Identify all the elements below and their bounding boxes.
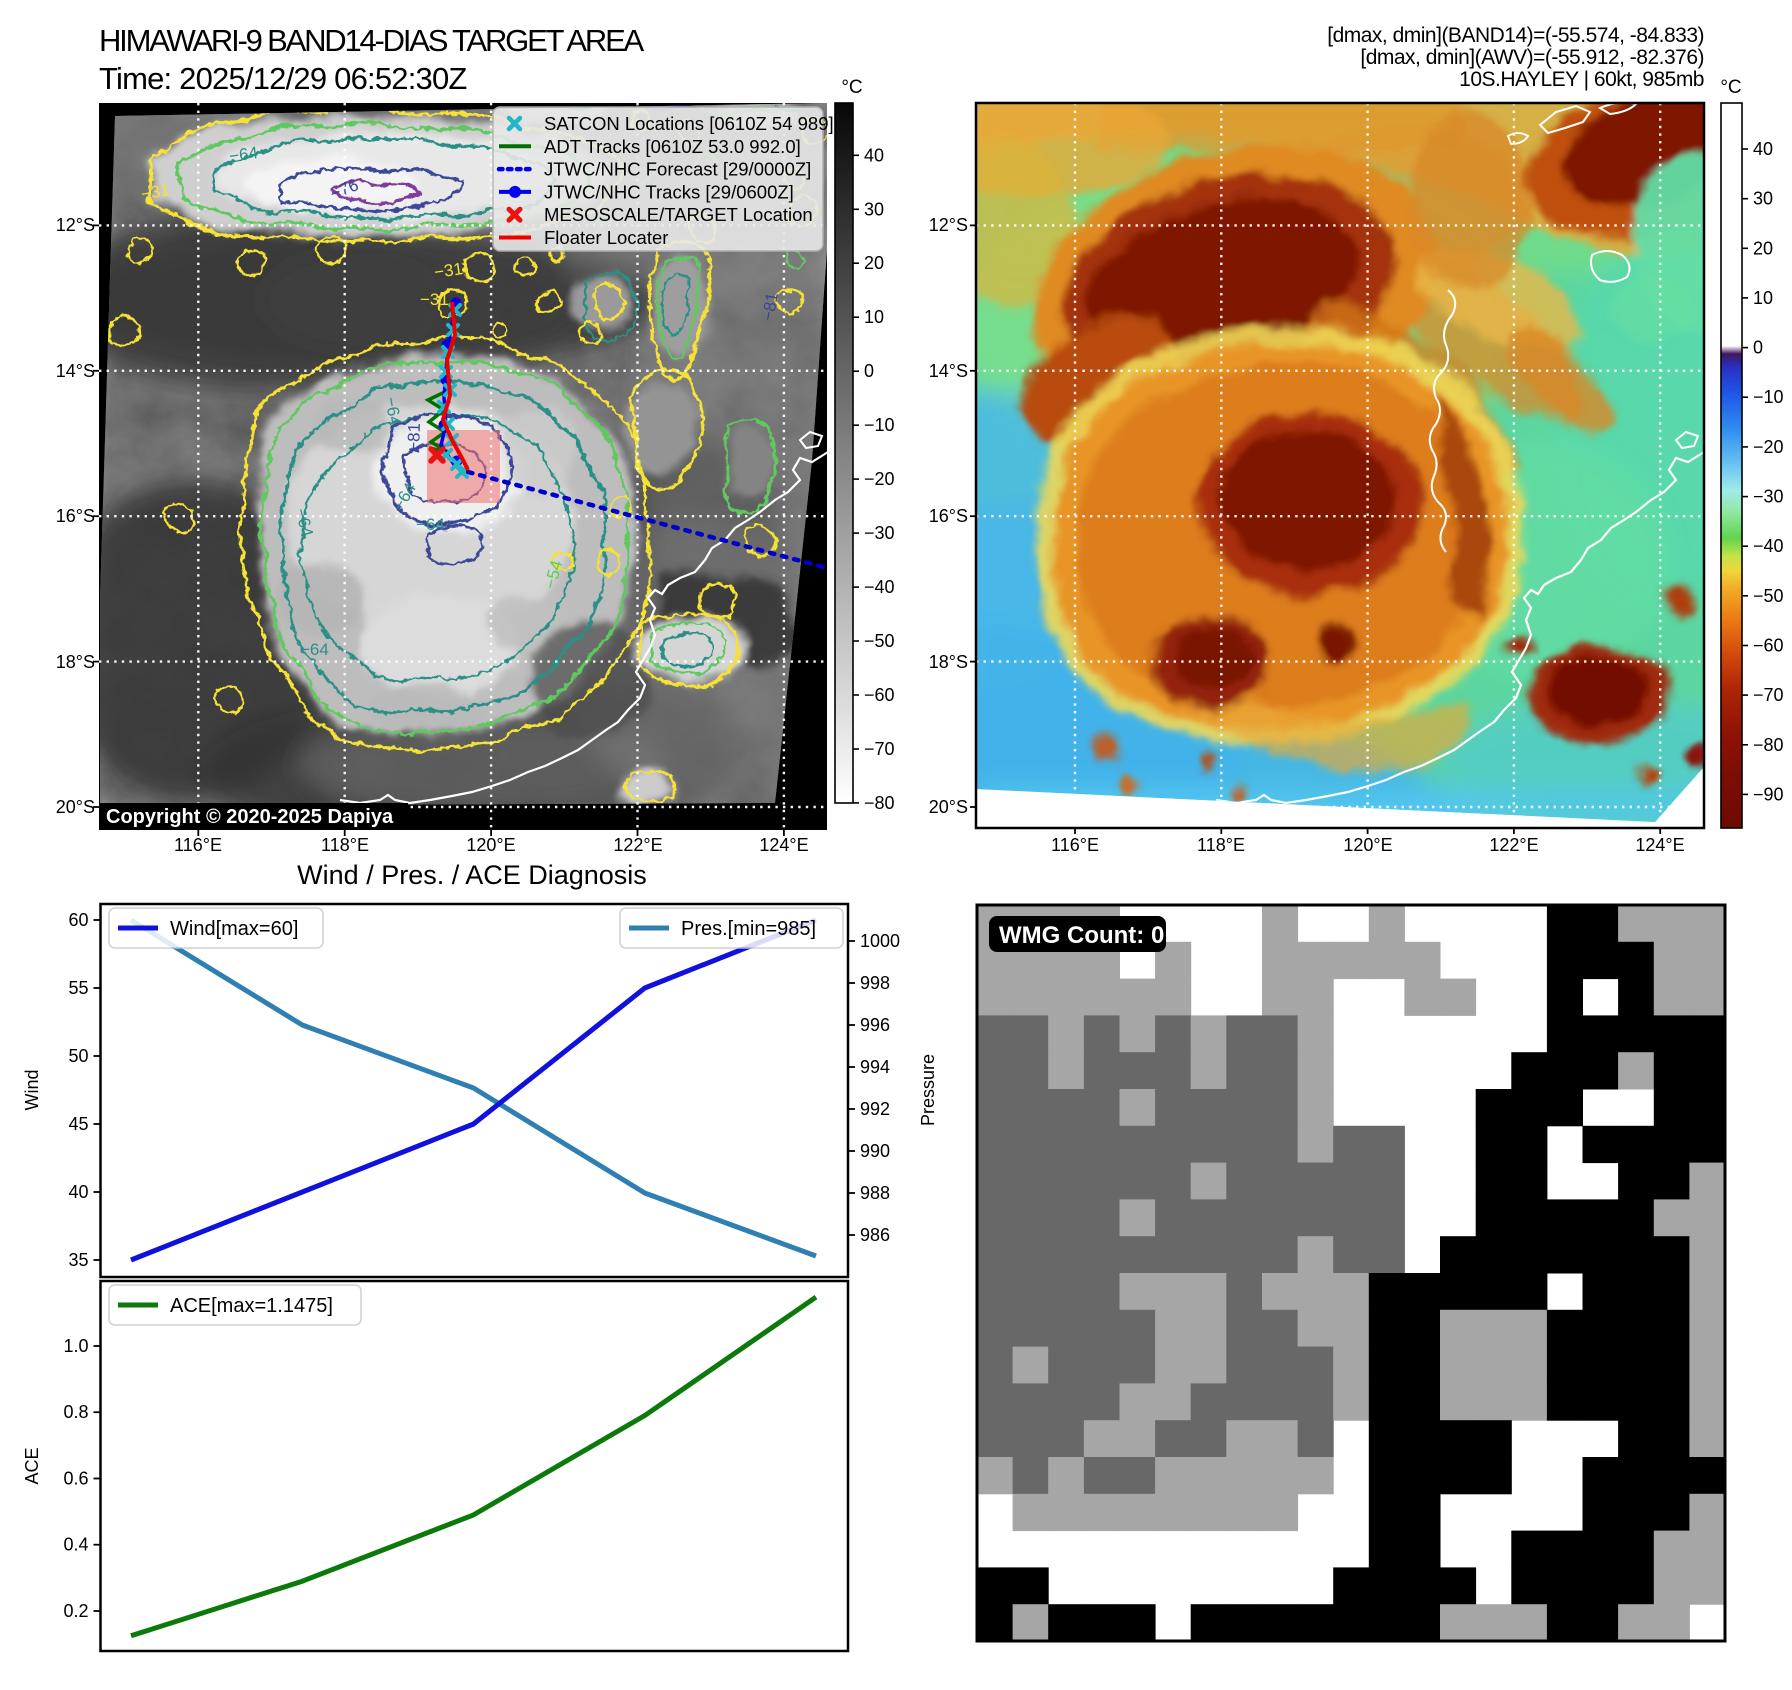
svg-text:12°S: 12°S	[929, 215, 968, 235]
svg-text:−40: −40	[864, 577, 895, 597]
svg-text:−50: −50	[864, 631, 895, 651]
svg-text:118°E: 118°E	[1197, 835, 1245, 855]
svg-text:30: 30	[1753, 189, 1773, 209]
svg-text:20: 20	[1753, 238, 1773, 258]
svg-text:Time: 2025/12/29 06:52:30Z: Time: 2025/12/29 06:52:30Z	[99, 61, 467, 96]
svg-text:HIMAWARI-9 BAND14-DIAS TARGET: HIMAWARI-9 BAND14-DIAS TARGET AREA	[99, 23, 645, 58]
svg-text:122°E: 122°E	[1489, 835, 1538, 855]
svg-text:−31: −31	[420, 290, 449, 309]
svg-text:−64: −64	[228, 143, 259, 166]
svg-text:ACE: ACE	[22, 1447, 42, 1484]
svg-text:−64: −64	[416, 515, 445, 534]
svg-text:−60: −60	[1753, 636, 1784, 656]
svg-text:ACE[max=1.1475]: ACE[max=1.1475]	[170, 1295, 333, 1317]
svg-text:°C: °C	[841, 77, 862, 98]
svg-text:40: 40	[864, 145, 884, 165]
svg-text:35: 35	[68, 1250, 88, 1270]
svg-text:WMG Count: 0: WMG Count: 0	[999, 922, 1164, 949]
svg-text:Copyright © 2020-2025 Dapiya: Copyright © 2020-2025 Dapiya	[106, 806, 394, 828]
svg-text:116°E: 116°E	[174, 835, 222, 855]
svg-text:ADT Tracks [0610Z 53.0 992.0]: ADT Tracks [0610Z 53.0 992.0]	[544, 136, 801, 157]
svg-text:124°E: 124°E	[1635, 835, 1684, 855]
svg-text:−60: −60	[864, 685, 895, 705]
svg-text:18°S: 18°S	[56, 652, 95, 672]
svg-text:−81: −81	[758, 291, 782, 323]
svg-text:−10: −10	[864, 415, 895, 435]
svg-text:JTWC/NHC Tracks [29/0600Z]: JTWC/NHC Tracks [29/0600Z]	[544, 181, 794, 202]
svg-text:−80: −80	[1753, 735, 1784, 755]
svg-text:−10: −10	[1753, 387, 1784, 407]
svg-text:14°S: 14°S	[929, 361, 968, 381]
svg-text:Floater Locater: Floater Locater	[544, 227, 668, 248]
svg-text:30: 30	[864, 199, 884, 219]
svg-text:20°S: 20°S	[929, 797, 968, 817]
svg-text:−30: −30	[864, 523, 895, 543]
svg-text:988: 988	[860, 1183, 890, 1203]
svg-text:12°S: 12°S	[56, 215, 95, 235]
svg-text:16°S: 16°S	[56, 506, 95, 526]
svg-text:−20: −20	[1753, 437, 1784, 457]
svg-text:0.6: 0.6	[63, 1469, 88, 1489]
svg-text:120°E: 120°E	[1343, 835, 1392, 855]
svg-text:0.8: 0.8	[63, 1402, 88, 1422]
svg-text:0.4: 0.4	[63, 1535, 88, 1555]
svg-text:1000: 1000	[860, 931, 900, 951]
svg-text:10: 10	[1753, 288, 1773, 308]
svg-text:50: 50	[68, 1046, 88, 1066]
svg-text:MESOSCALE/TARGET Location: MESOSCALE/TARGET Location	[544, 204, 813, 225]
svg-text:986: 986	[860, 1225, 890, 1245]
svg-text:40: 40	[68, 1182, 88, 1202]
svg-text:−81: −81	[404, 423, 424, 452]
svg-text:998: 998	[860, 973, 890, 993]
svg-text:45: 45	[68, 1114, 88, 1134]
svg-text:14°S: 14°S	[56, 361, 95, 381]
svg-text:0: 0	[1753, 338, 1763, 358]
svg-text:−64: −64	[381, 395, 405, 427]
svg-text:16°S: 16°S	[929, 506, 968, 526]
svg-text:992: 992	[860, 1099, 890, 1119]
svg-text:−70: −70	[1753, 685, 1784, 705]
svg-text:20°S: 20°S	[56, 797, 95, 817]
svg-text:−20: −20	[864, 469, 895, 489]
svg-text:1.0: 1.0	[63, 1336, 88, 1356]
svg-text:−50: −50	[1753, 586, 1784, 606]
svg-text:990: 990	[860, 1141, 890, 1161]
svg-text:JTWC/NHC Forecast [29/0000Z]: JTWC/NHC Forecast [29/0000Z]	[544, 159, 811, 180]
svg-text:0.2: 0.2	[63, 1601, 88, 1621]
svg-text:996: 996	[860, 1015, 890, 1035]
svg-text:122°E: 122°E	[613, 835, 662, 855]
svg-text:994: 994	[860, 1057, 890, 1077]
svg-text:SATCON Locations [0610Z 54 989: SATCON Locations [0610Z 54 989]	[544, 113, 834, 134]
svg-text:124°E: 124°E	[759, 835, 808, 855]
svg-text:−70: −70	[864, 739, 895, 759]
svg-text:20: 20	[864, 253, 884, 273]
svg-text:−30: −30	[1753, 487, 1784, 507]
svg-text:[dmax, dmin](BAND14)=(-55.574,: [dmax, dmin](BAND14)=(-55.574, -84.833)	[1327, 24, 1704, 47]
svg-text:18°S: 18°S	[929, 652, 968, 672]
svg-text:Wind[max=60]: Wind[max=60]	[170, 918, 298, 940]
svg-text:Wind: Wind	[22, 1069, 42, 1110]
svg-text:118°E: 118°E	[321, 835, 369, 855]
svg-text:−64: −64	[300, 640, 329, 659]
svg-text:120°E: 120°E	[466, 835, 515, 855]
svg-text:Wind / Pres. / ACE Diagnosis: Wind / Pres. / ACE Diagnosis	[297, 860, 647, 890]
svg-text:−40: −40	[1753, 536, 1784, 556]
svg-text:−31: −31	[433, 259, 464, 282]
svg-text:[dmax, dmin](AWV)=(-55.912, -8: [dmax, dmin](AWV)=(-55.912, -82.376)	[1360, 46, 1704, 69]
svg-text:55: 55	[68, 978, 88, 998]
svg-text:10S.HAYLEY | 60kt, 985mb: 10S.HAYLEY | 60kt, 985mb	[1459, 68, 1704, 91]
svg-text:Pres.[min=985]: Pres.[min=985]	[681, 918, 816, 940]
svg-text:10: 10	[864, 307, 884, 327]
svg-text:−80: −80	[864, 793, 895, 813]
svg-text:Pressure: Pressure	[918, 1054, 938, 1126]
svg-text:0: 0	[864, 361, 874, 381]
svg-text:−90: −90	[1753, 784, 1784, 804]
svg-text:−31: −31	[139, 180, 171, 204]
svg-text:40: 40	[1753, 139, 1773, 159]
svg-text:°C: °C	[1720, 77, 1741, 98]
svg-text:116°E: 116°E	[1051, 835, 1099, 855]
svg-text:60: 60	[68, 910, 88, 930]
